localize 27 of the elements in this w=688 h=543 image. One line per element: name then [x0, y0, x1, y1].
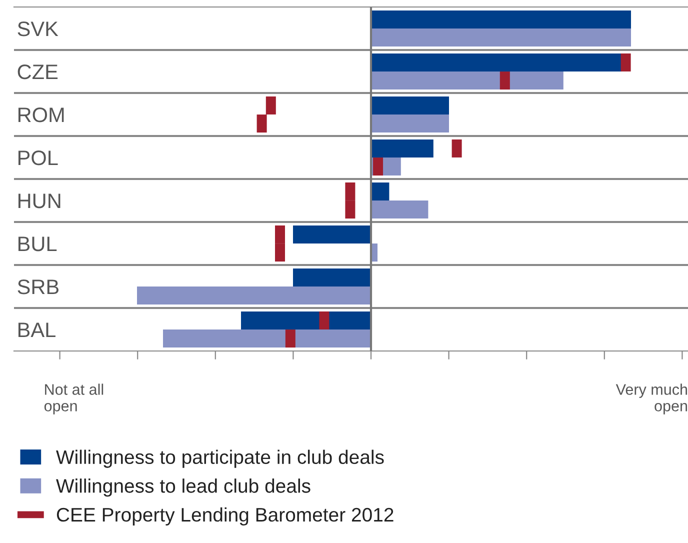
- y-tick-label: CZE: [18, 64, 58, 80]
- text: Very much open: [616, 384, 688, 414]
- y-tick-label: SVK: [18, 22, 58, 36]
- y-tick-label: SRB: [18, 280, 59, 294]
- bar: [371, 96, 449, 114]
- bar: [163, 330, 371, 348]
- bar: [371, 28, 631, 47]
- bar: [371, 10, 631, 28]
- y-tick-label: BAL: [18, 322, 56, 338]
- bar: [371, 72, 564, 90]
- y-tick-label: POL: [18, 150, 58, 166]
- bar: [293, 268, 371, 286]
- legend-label: CEE Property Lending Barometer 2012: [56, 507, 394, 526]
- bar: [241, 311, 371, 330]
- y-tick-label: HUN: [18, 194, 60, 208]
- bar: [293, 225, 371, 244]
- legend-label: Willingness to lead club deals: [56, 478, 310, 497]
- legend-label: Willingness to participate in club deals: [56, 450, 384, 468]
- y-tick-label: BUL: [18, 236, 57, 252]
- text: Not at all open: [44, 384, 104, 414]
- bar: [371, 200, 428, 219]
- bar: [371, 182, 390, 200]
- bar: [371, 53, 622, 72]
- bar: [371, 114, 449, 133]
- bar: [137, 286, 371, 305]
- y-tick-label: ROM: [18, 108, 64, 122]
- bar: [371, 139, 434, 158]
